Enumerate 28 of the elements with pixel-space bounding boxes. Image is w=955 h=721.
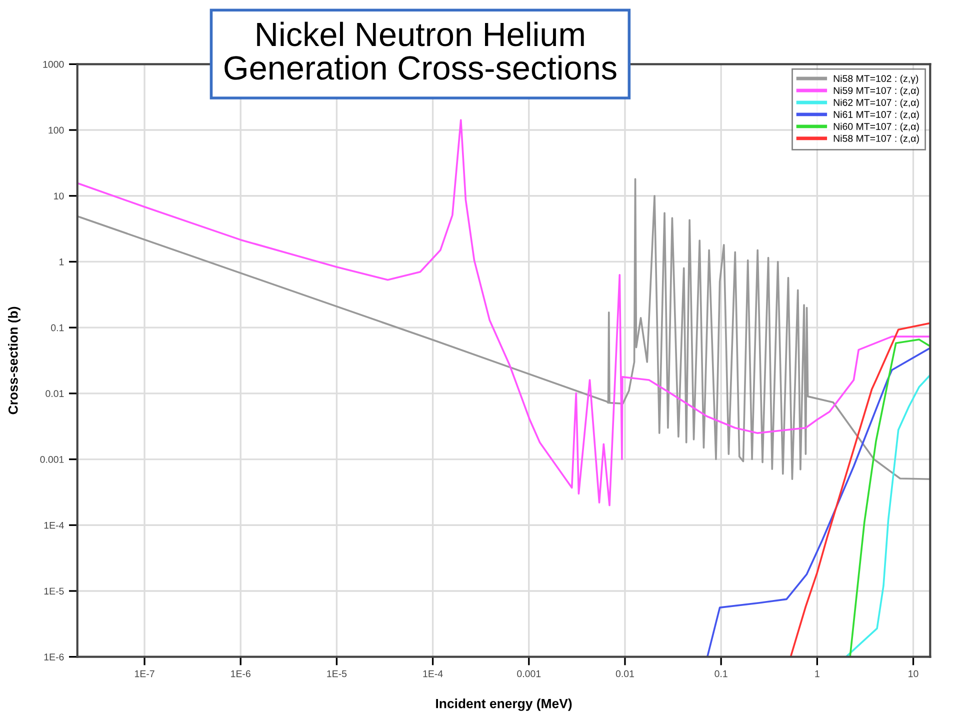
y-tick-label: 0.01 xyxy=(46,390,64,398)
y-tick-label: 10 xyxy=(54,192,64,200)
y-tick-label: 1E-5 xyxy=(44,588,64,595)
y-tick-label: 0.1 xyxy=(51,324,64,332)
legend-label: Ni58 MT=102 : (z,γ) xyxy=(834,74,918,84)
y-tick-label: 100 xyxy=(48,126,64,134)
y-tick-label: 1000 xyxy=(43,60,64,68)
y-tick-label: 1 xyxy=(59,258,64,266)
x-axis-title: Incident energy (MeV) xyxy=(436,698,572,711)
y-axis-title: Cross-section (b) xyxy=(8,306,20,414)
y-tick-label: 0.001 xyxy=(40,456,64,463)
legend-label: Ni62 MT=107 : (z,α) xyxy=(834,98,919,108)
y-tick-label: 1E-6 xyxy=(44,654,64,660)
legend-label: Ni60 MT=107 : (z,α) xyxy=(834,122,919,132)
legend-label: Ni59 MT=107 : (z,α) xyxy=(834,86,919,96)
legend-label: Ni61 MT=107 : (z,α) xyxy=(834,110,919,120)
x-tick-label: 1E-7 xyxy=(134,670,154,678)
chart-title: Nickel Neutron Helium Generation Cross-sections xyxy=(224,22,616,80)
x-tick-label: 1E-5 xyxy=(327,670,347,678)
legend-label: Ni58 MT=107 : (z,α) xyxy=(834,134,919,144)
x-tick-label: 10 xyxy=(908,670,918,678)
x-tick-label: 0.001 xyxy=(517,670,541,678)
x-tick-label: 1E-6 xyxy=(231,670,250,678)
x-tick-label: 0.1 xyxy=(714,670,728,678)
x-tick-label: 1E-4 xyxy=(423,670,443,678)
x-tick-label: 1 xyxy=(815,670,820,678)
y-tick-label: 1E-4 xyxy=(44,522,64,529)
x-tick-label: 0.01 xyxy=(616,670,634,678)
